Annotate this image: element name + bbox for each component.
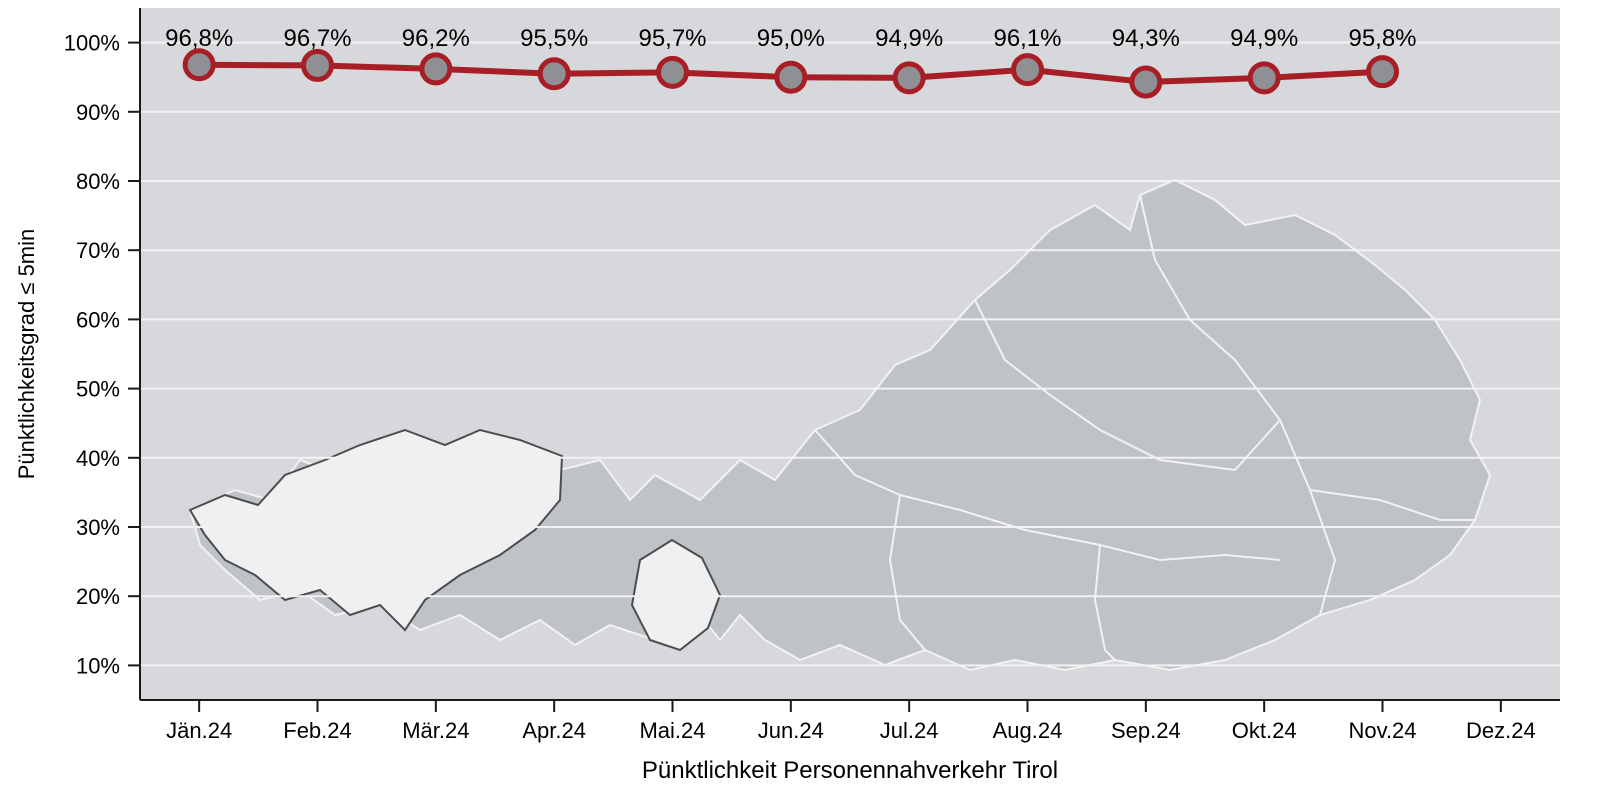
x-tick-label: Jun.24 bbox=[758, 718, 824, 743]
data-label: 95,5% bbox=[520, 25, 588, 52]
chart-svg: 10% 20% 30% 40% 50% 60% 70% 80% 90% 100% Jän.24 Feb… bbox=[0, 0, 1600, 792]
data-label: 96,2% bbox=[402, 25, 470, 52]
x-tick-label: Apr.24 bbox=[522, 718, 586, 743]
x-tick-label: Dez.24 bbox=[1466, 718, 1536, 743]
data-label: 96,7% bbox=[283, 25, 351, 52]
x-tick-label: Aug.24 bbox=[993, 718, 1063, 743]
data-marker bbox=[895, 64, 923, 92]
data-marker bbox=[1250, 64, 1278, 92]
data-marker bbox=[304, 51, 332, 79]
y-tick-label: 10% bbox=[76, 653, 120, 678]
data-marker bbox=[1369, 58, 1397, 86]
y-tick-label: 100% bbox=[64, 31, 120, 56]
x-tick-label: Feb.24 bbox=[283, 718, 352, 743]
y-tick-label: 30% bbox=[76, 515, 120, 540]
data-marker bbox=[777, 63, 805, 91]
data-marker bbox=[185, 51, 213, 79]
data-marker bbox=[540, 60, 568, 88]
x-tick-label: Nov.24 bbox=[1348, 718, 1416, 743]
punctuality-chart: 10% 20% 30% 40% 50% 60% 70% 80% 90% 100% Jän.24 Feb… bbox=[0, 0, 1600, 792]
data-marker bbox=[422, 55, 450, 83]
data-marker bbox=[659, 58, 687, 86]
y-tick-label: 50% bbox=[76, 377, 120, 402]
x-tick-label: Jän.24 bbox=[166, 718, 232, 743]
data-label: 95,7% bbox=[638, 25, 706, 52]
data-label: 94,9% bbox=[1230, 25, 1298, 52]
data-label: 95,0% bbox=[757, 25, 825, 52]
y-tick-label: 60% bbox=[76, 307, 120, 332]
x-tick-label: Okt.24 bbox=[1232, 718, 1297, 743]
y-tick-label: 80% bbox=[76, 169, 120, 194]
y-tick-label: 20% bbox=[76, 584, 120, 609]
x-tick-label: Mär.24 bbox=[402, 718, 469, 743]
data-marker bbox=[1132, 68, 1160, 96]
y-tick-label: 90% bbox=[76, 100, 120, 125]
y-tick-label: 70% bbox=[76, 238, 120, 263]
data-label: 95,8% bbox=[1348, 25, 1416, 52]
data-label: 94,3% bbox=[1112, 25, 1180, 52]
y-axis-title: Pünktlichkeitsgrad ≤ 5min bbox=[14, 229, 39, 480]
x-tick-label: Sep.24 bbox=[1111, 718, 1181, 743]
x-axis-title: Pünktlichkeit Personennahverkehr Tirol bbox=[642, 757, 1058, 784]
data-label: 96,1% bbox=[993, 25, 1061, 52]
y-tick-label: 40% bbox=[76, 446, 120, 471]
data-label: 96,8% bbox=[165, 25, 233, 52]
data-label: 94,9% bbox=[875, 25, 943, 52]
x-tick-label: Mai.24 bbox=[639, 718, 705, 743]
x-tick-label: Jul.24 bbox=[880, 718, 939, 743]
data-marker bbox=[1014, 56, 1042, 84]
